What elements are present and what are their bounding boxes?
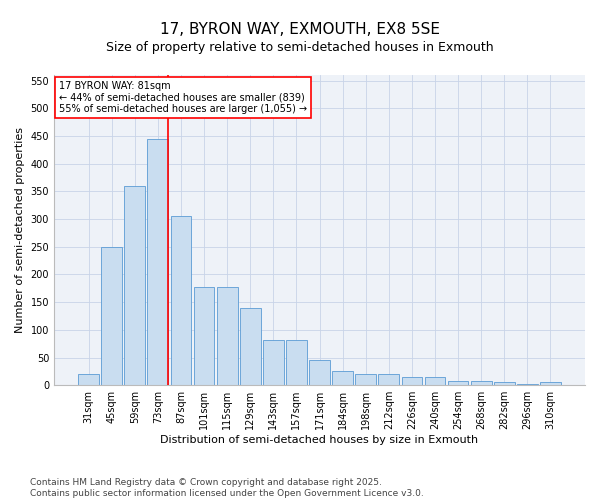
Bar [448,381,469,385]
Text: Size of property relative to semi-detached houses in Exmouth: Size of property relative to semi-detach… [106,41,494,54]
Bar [217,286,238,385]
Bar [286,340,307,385]
Bar [170,216,191,385]
Bar [194,286,214,385]
Bar [471,381,491,385]
Bar [494,382,515,385]
Bar [101,246,122,385]
Bar [263,340,284,385]
Y-axis label: Number of semi-detached properties: Number of semi-detached properties [15,127,25,333]
Bar [332,372,353,385]
Bar [309,360,330,385]
Bar [517,384,538,385]
Bar [540,382,561,385]
Bar [148,138,168,385]
Text: Contains HM Land Registry data © Crown copyright and database right 2025.
Contai: Contains HM Land Registry data © Crown c… [30,478,424,498]
Bar [355,374,376,385]
Bar [78,374,99,385]
Text: 17, BYRON WAY, EXMOUTH, EX8 5SE: 17, BYRON WAY, EXMOUTH, EX8 5SE [160,22,440,38]
Bar [401,377,422,385]
Bar [240,308,260,385]
Bar [379,374,399,385]
X-axis label: Distribution of semi-detached houses by size in Exmouth: Distribution of semi-detached houses by … [160,435,479,445]
Text: 17 BYRON WAY: 81sqm
← 44% of semi-detached houses are smaller (839)
55% of semi-: 17 BYRON WAY: 81sqm ← 44% of semi-detach… [59,81,307,114]
Bar [124,186,145,385]
Bar [425,377,445,385]
